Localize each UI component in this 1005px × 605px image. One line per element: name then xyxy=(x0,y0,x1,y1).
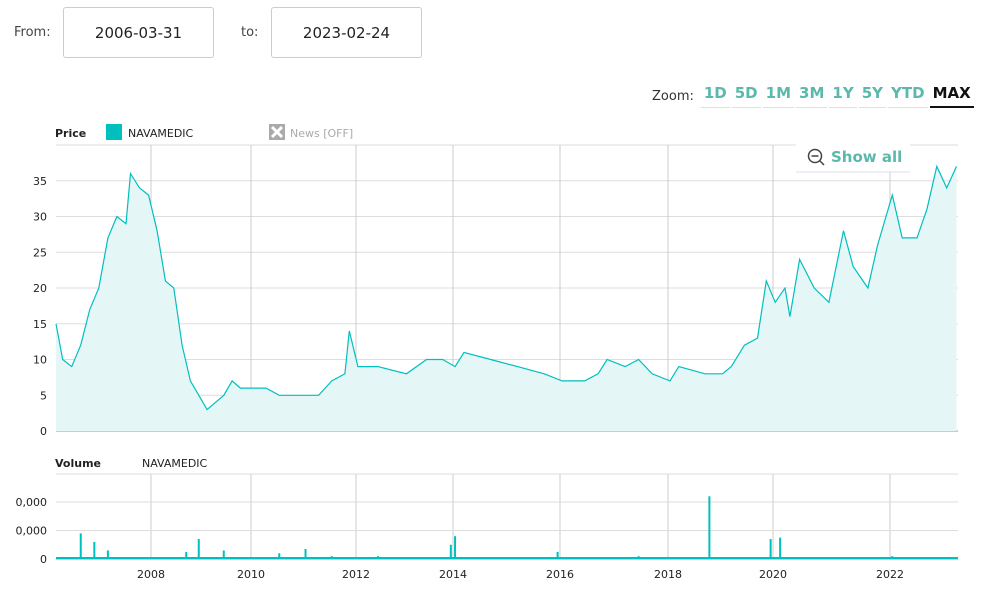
volume-bar xyxy=(779,537,782,559)
show-all-label: Show all xyxy=(831,148,902,166)
show-all-bg xyxy=(796,144,910,172)
price-y-tick-label: 35 xyxy=(33,175,47,188)
volume-bar xyxy=(278,553,281,559)
volume-bar xyxy=(708,496,711,559)
zoom-1y-button[interactable]: 1Y xyxy=(829,84,857,108)
to-label: to: xyxy=(241,25,259,40)
volume-bar xyxy=(556,551,559,559)
volume-bar xyxy=(106,550,109,559)
x-tick-label: 2020 xyxy=(759,568,787,581)
zoom-out-icon-glyph xyxy=(811,155,825,166)
zoom-1m-button[interactable]: 1M xyxy=(762,84,795,108)
volume-bar xyxy=(377,556,380,559)
price-y-tick-label: 0 xyxy=(40,425,47,438)
volume-bar xyxy=(454,536,457,559)
zoom-selector: Zoom: 1D 5D 1M 3M 1Y 5Y YTD MAX xyxy=(652,84,975,108)
price-y-tick-label: 15 xyxy=(33,318,47,331)
volume-bar xyxy=(891,556,894,559)
zoom-max-button[interactable]: MAX xyxy=(929,84,974,108)
price-title: Price xyxy=(55,127,86,140)
x-tick-label: 2016 xyxy=(546,568,574,581)
volume-bar xyxy=(185,551,188,559)
volume-y-tick-label: 0,000 xyxy=(16,525,48,538)
close-x-icon xyxy=(270,125,284,139)
volume-baseline-bars xyxy=(56,557,958,559)
volume-bar xyxy=(449,544,452,559)
zoom-5d-button[interactable]: 5D xyxy=(731,84,761,108)
volume-bar xyxy=(222,550,225,559)
volume-bar xyxy=(330,556,333,559)
x-tick-label: 2008 xyxy=(137,568,165,581)
zoom-label: Zoom: xyxy=(652,88,694,104)
volume-bar xyxy=(93,541,96,559)
to-date-input[interactable]: 2023-02-24 xyxy=(271,7,422,58)
zoom-out-icon xyxy=(807,148,823,164)
price-series-legend: NAVAMEDIC xyxy=(128,127,194,140)
price-line xyxy=(55,164,958,411)
volume-bar xyxy=(304,549,307,559)
zoom-1d-button[interactable]: 1D xyxy=(700,84,730,108)
x-tick-label: 2018 xyxy=(654,568,682,581)
x-tick-label: 2012 xyxy=(342,568,370,581)
x-tick-label: 2014 xyxy=(439,568,467,581)
from-label: From: xyxy=(14,25,51,40)
volume-series-legend: NAVAMEDIC xyxy=(142,457,208,470)
series-swatch xyxy=(106,124,122,140)
price-area-fill xyxy=(56,166,957,431)
price-y-tick-label: 5 xyxy=(40,389,47,402)
volume-bar xyxy=(197,539,200,559)
news-toggle-label: News [OFF] xyxy=(290,127,353,140)
price-y-tick-label: 25 xyxy=(33,246,47,259)
volume-bar xyxy=(637,556,640,559)
x-tick-label: 2010 xyxy=(237,568,265,581)
zoom-5y-button[interactable]: 5Y xyxy=(858,84,887,108)
x-tick-label: 2022 xyxy=(876,568,904,581)
volume-y-tick-label: 0,000 xyxy=(16,496,48,509)
volume-y-tick-label: 0 xyxy=(40,553,47,566)
zoom-3m-button[interactable]: 3M xyxy=(796,84,828,108)
price-y-tick-label: 30 xyxy=(33,211,47,224)
price-y-tick-label: 20 xyxy=(33,282,47,295)
from-date-input[interactable]: 2006-03-31 xyxy=(63,7,214,58)
volume-bar xyxy=(79,533,82,559)
volume-bar xyxy=(769,539,772,559)
volume-title: Volume xyxy=(55,457,101,470)
zoom-ytd-button[interactable]: YTD xyxy=(888,84,928,108)
price-y-tick-label: 10 xyxy=(33,354,47,367)
